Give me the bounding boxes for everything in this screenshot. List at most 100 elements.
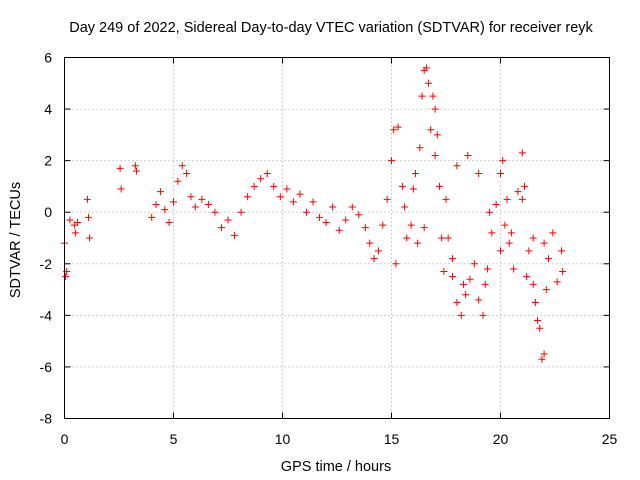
data-point — [466, 275, 474, 283]
chart-title: Day 249 of 2022, Sidereal Day-to-day VTE… — [69, 20, 593, 36]
data-point — [453, 162, 461, 170]
data-point — [438, 234, 446, 242]
data-point — [388, 157, 395, 165]
y-tick-label: 0 — [44, 204, 52, 220]
data-point — [161, 206, 169, 214]
data-point — [390, 126, 398, 134]
data-point — [538, 355, 546, 363]
data-point — [116, 164, 124, 172]
data-point — [520, 182, 528, 190]
data-point — [392, 260, 400, 268]
data-point — [117, 185, 125, 193]
data-point — [483, 265, 491, 273]
data-point — [444, 234, 452, 242]
data-point — [83, 195, 91, 203]
data-point — [329, 203, 337, 211]
y-tick-label: -6 — [40, 359, 53, 375]
data-point — [523, 273, 531, 281]
data-point — [374, 247, 382, 255]
y-tick-label: 6 — [44, 50, 52, 66]
data-point — [488, 229, 496, 237]
data-point — [544, 255, 552, 263]
data-point — [418, 92, 426, 100]
y-tick-label: 4 — [44, 101, 52, 117]
data-point — [505, 239, 513, 247]
data-point — [470, 260, 478, 268]
data-point — [510, 265, 518, 273]
data-point — [559, 268, 567, 276]
data-point — [62, 273, 70, 281]
data-point — [263, 170, 271, 178]
data-point — [507, 229, 515, 237]
data-point — [479, 311, 487, 319]
data-point — [558, 247, 566, 255]
data-point — [514, 188, 522, 196]
data-point — [187, 193, 195, 201]
data-point — [536, 324, 544, 332]
data-point — [462, 291, 470, 299]
data-point — [250, 182, 258, 190]
data-point — [475, 296, 483, 304]
data-point — [453, 298, 461, 306]
data-point — [366, 239, 374, 247]
data-point — [531, 298, 539, 306]
data-point — [237, 208, 245, 216]
data-series-sdtvar — [61, 64, 567, 363]
data-point — [529, 280, 537, 288]
data-point — [422, 64, 430, 72]
data-point — [316, 213, 324, 221]
data-point — [211, 208, 219, 216]
data-point — [497, 247, 504, 255]
data-point — [224, 216, 232, 224]
y-tick-label: -2 — [40, 256, 53, 272]
data-point — [165, 219, 173, 227]
data-point — [525, 247, 533, 255]
data-point — [361, 224, 369, 232]
data-point — [475, 170, 483, 178]
data-point — [270, 182, 278, 190]
data-point — [518, 195, 526, 203]
data-point — [403, 234, 411, 242]
data-point — [416, 144, 424, 152]
data-point — [71, 229, 79, 237]
plot-frame — [64, 57, 610, 419]
y-tick-label: 2 — [44, 153, 52, 169]
x-axis-label: GPS time / hours — [281, 459, 391, 475]
data-point — [276, 193, 284, 201]
data-point — [435, 182, 443, 190]
data-point — [170, 198, 177, 206]
data-point — [394, 123, 402, 131]
data-point — [335, 226, 343, 234]
data-point — [534, 317, 542, 325]
x-tick-label: 25 — [602, 431, 618, 447]
axis-ticks — [64, 57, 610, 419]
data-point — [132, 167, 140, 175]
data-point — [131, 162, 139, 170]
data-point — [549, 229, 557, 237]
data-point — [442, 195, 450, 203]
data-point — [204, 200, 212, 208]
data-point — [407, 221, 415, 229]
data-point — [429, 92, 437, 100]
data-point — [449, 273, 457, 281]
data-point — [518, 149, 526, 157]
x-tick-label: 5 — [170, 431, 178, 447]
y-tick-label: -8 — [40, 411, 53, 427]
data-point — [383, 195, 391, 203]
data-point — [529, 234, 537, 242]
data-point — [66, 216, 74, 224]
data-point — [156, 188, 164, 196]
data-point — [398, 182, 406, 190]
data-point — [481, 280, 489, 288]
data-point — [440, 268, 448, 276]
data-point — [464, 151, 472, 159]
x-tick-label: 20 — [493, 431, 509, 447]
data-point — [379, 221, 387, 229]
data-point — [501, 221, 509, 229]
data-point — [148, 213, 156, 221]
data-point — [231, 231, 239, 239]
data-point — [289, 198, 297, 206]
gridlines — [64, 57, 610, 419]
data-point — [431, 151, 439, 159]
